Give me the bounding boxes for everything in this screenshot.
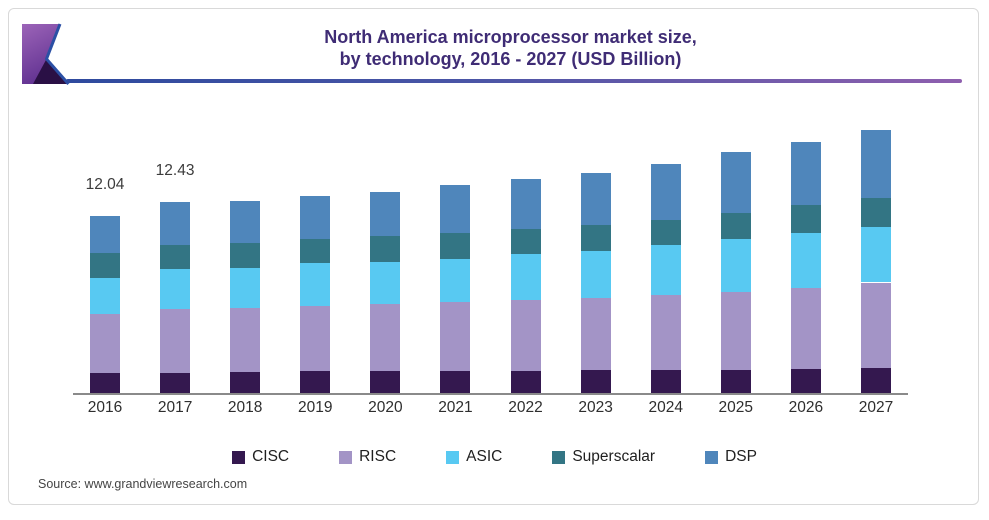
chart-title-line2: by technology, 2016 - 2027 (USD Billion) bbox=[339, 49, 682, 69]
x-axis-label-2022: 2022 bbox=[508, 399, 543, 416]
bar-segment-cisc-2027 bbox=[860, 367, 891, 394]
bar-segment-risc-2017 bbox=[160, 308, 191, 373]
x-axis-label-2018: 2018 bbox=[227, 399, 263, 416]
bar-segment-superscalar-2019 bbox=[300, 239, 331, 264]
bar-segment-cisc-2023 bbox=[580, 370, 611, 394]
bar-segment-dsp-2021 bbox=[440, 185, 471, 233]
legend-item-superscalar: Superscalar bbox=[552, 448, 655, 466]
bar-segment-cisc-2018 bbox=[230, 371, 261, 394]
bar-segment-risc-2024 bbox=[650, 295, 681, 370]
legend-label-cisc: CISC bbox=[252, 448, 290, 465]
bar-segment-asic-2019 bbox=[300, 263, 331, 306]
x-axis-label-2023: 2023 bbox=[578, 399, 613, 416]
bar-segment-dsp-2018 bbox=[230, 201, 261, 244]
bar-segment-cisc-2017 bbox=[160, 372, 191, 394]
bar-segment-cisc-2026 bbox=[790, 369, 821, 394]
bar-segment-asic-2026 bbox=[790, 233, 821, 288]
bar-segment-dsp-2022 bbox=[510, 179, 541, 230]
bar-segment-asic-2016 bbox=[90, 278, 120, 314]
bar-segment-dsp-2024 bbox=[650, 163, 681, 221]
legend-swatch-superscalar bbox=[552, 450, 566, 464]
bar-segment-asic-2018 bbox=[230, 267, 261, 309]
chart-legend: CISC RISC ASIC Superscalar DSP bbox=[0, 448, 989, 466]
x-axis-label-2027: 2027 bbox=[858, 399, 894, 416]
value-label-2016: 12.04 bbox=[85, 175, 125, 193]
x-axis-label-2025: 2025 bbox=[718, 399, 754, 416]
bar-segment-cisc-2024 bbox=[650, 369, 681, 394]
x-axis-label-2019: 2019 bbox=[298, 399, 333, 416]
bar-segment-risc-2027 bbox=[860, 282, 891, 368]
source-text: Source: www.grandviewresearch.com bbox=[38, 477, 248, 491]
legend-label-risc: RISC bbox=[359, 448, 397, 465]
x-axis-label-2021: 2021 bbox=[438, 399, 473, 416]
bar-segment-risc-2018 bbox=[230, 308, 261, 372]
x-axis-label-2020: 2020 bbox=[368, 399, 403, 416]
legend-item-cisc: CISC bbox=[232, 448, 289, 466]
legend-swatch-cisc bbox=[232, 450, 246, 464]
bar-segment-risc-2021 bbox=[440, 301, 471, 371]
bar-segment-superscalar-2021 bbox=[440, 232, 471, 259]
bar-segment-dsp-2023 bbox=[580, 172, 611, 226]
header-divider bbox=[66, 79, 962, 83]
bar-segment-asic-2027 bbox=[860, 226, 891, 283]
bar-segment-cisc-2022 bbox=[510, 370, 541, 394]
bar-segment-risc-2026 bbox=[790, 287, 821, 370]
bar-segment-superscalar-2025 bbox=[720, 212, 751, 240]
legend-label-dsp: DSP bbox=[725, 448, 757, 465]
bar-segment-superscalar-2027 bbox=[860, 197, 891, 227]
bar-segment-superscalar-2024 bbox=[650, 220, 681, 246]
bar-segment-superscalar-2020 bbox=[370, 236, 401, 262]
bar-segment-dsp-2020 bbox=[370, 191, 401, 237]
bar-segment-asic-2017 bbox=[160, 268, 191, 309]
x-axis-label-2016: 2016 bbox=[87, 399, 123, 416]
bar-segment-risc-2016 bbox=[90, 313, 120, 374]
bar-segment-cisc-2021 bbox=[440, 370, 471, 394]
bar-segment-risc-2023 bbox=[580, 298, 611, 371]
bar-segment-cisc-2019 bbox=[300, 371, 331, 394]
x-axis-label-2017: 2017 bbox=[157, 399, 193, 416]
x-axis-line bbox=[73, 393, 908, 395]
bar-segment-dsp-2027 bbox=[860, 130, 891, 198]
bar-segment-asic-2023 bbox=[580, 251, 611, 299]
legend-item-asic: ASIC bbox=[446, 448, 502, 466]
bar-segment-superscalar-2017 bbox=[160, 244, 191, 269]
bar-segment-dsp-2019 bbox=[300, 196, 331, 240]
bar-segment-dsp-2017 bbox=[160, 202, 191, 245]
x-axis-label-2026: 2026 bbox=[788, 399, 824, 416]
bar-segment-superscalar-2022 bbox=[510, 229, 541, 255]
bar-segment-asic-2021 bbox=[440, 258, 471, 302]
bar-segment-asic-2024 bbox=[650, 245, 681, 296]
chart-title-line1: North America microprocessor market size… bbox=[324, 27, 697, 47]
bar-segment-asic-2022 bbox=[510, 254, 541, 301]
bar-segment-cisc-2025 bbox=[720, 369, 751, 394]
legend-swatch-asic bbox=[446, 450, 460, 464]
legend-swatch-risc bbox=[339, 450, 353, 464]
legend-swatch-dsp bbox=[705, 450, 719, 464]
value-label-2017: 12.43 bbox=[155, 162, 195, 180]
bar-segment-asic-2020 bbox=[370, 261, 401, 304]
x-axis-label-2024: 2024 bbox=[648, 399, 683, 416]
bar-segment-cisc-2020 bbox=[370, 371, 401, 394]
legend-item-risc: RISC bbox=[339, 448, 396, 466]
grandview-research-logo-icon bbox=[22, 23, 70, 85]
bar-segment-risc-2025 bbox=[720, 292, 751, 370]
bar-segment-risc-2020 bbox=[370, 303, 401, 372]
bar-segment-superscalar-2023 bbox=[580, 225, 611, 252]
bar-segment-dsp-2026 bbox=[790, 142, 821, 206]
bar-segment-superscalar-2016 bbox=[90, 253, 120, 279]
bar-segment-dsp-2025 bbox=[720, 152, 751, 213]
bar-segment-cisc-2016 bbox=[90, 373, 120, 394]
legend-label-superscalar: Superscalar bbox=[572, 448, 656, 465]
bar-segment-asic-2025 bbox=[720, 239, 751, 293]
bar-segment-dsp-2016 bbox=[90, 215, 120, 254]
bar-segment-risc-2019 bbox=[300, 305, 331, 372]
legend-item-dsp: DSP bbox=[705, 448, 757, 466]
legend-label-asic: ASIC bbox=[466, 448, 503, 465]
bar-segment-superscalar-2018 bbox=[230, 243, 261, 268]
bar-segment-superscalar-2026 bbox=[790, 205, 821, 234]
bar-segment-risc-2022 bbox=[510, 300, 541, 371]
chart-title: North America microprocessor market size… bbox=[40, 26, 981, 70]
